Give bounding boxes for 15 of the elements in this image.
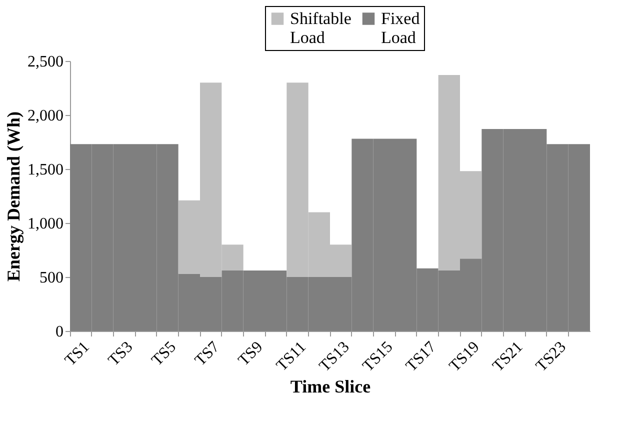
- x-axis-title: Time Slice: [290, 376, 371, 396]
- y-tick-label: 2,500: [28, 54, 64, 70]
- x-tick-label: TS5: [148, 338, 180, 370]
- x-tick-label: TS1: [62, 338, 93, 370]
- legend-label: Shiftable Load: [290, 8, 352, 47]
- x-tick-label: TS7: [192, 338, 223, 370]
- x-tick-label: TS3: [105, 338, 136, 370]
- y-axis-title: Energy Demand (Wh): [4, 111, 24, 282]
- y-tick-label: 0: [56, 324, 64, 340]
- y-tick-label: 2,000: [28, 108, 64, 124]
- legend-label: Fixed Load: [381, 8, 420, 47]
- y-tick-label: 1,500: [28, 162, 64, 178]
- y-tick-label: 1,000: [28, 216, 64, 232]
- y-tick-label: 500: [40, 270, 64, 286]
- x-tick-label: TS9: [235, 338, 266, 370]
